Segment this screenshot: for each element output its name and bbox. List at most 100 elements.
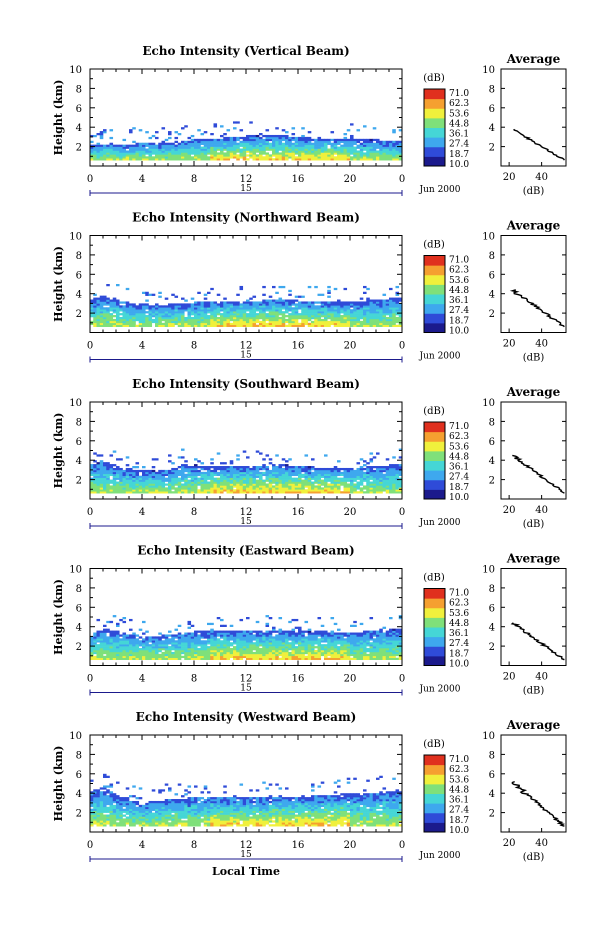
heatmap-cell (142, 149, 146, 151)
heatmap-cell (334, 319, 338, 321)
heatmap-cell (311, 315, 315, 317)
heatmap-cell (184, 460, 188, 462)
heatmap-cell (214, 305, 218, 307)
heatmap-cell (106, 323, 110, 325)
heatmap-cell (318, 307, 322, 309)
heatmap-cell (379, 307, 383, 309)
heatmap-cell (376, 139, 380, 141)
heatmap-cell (132, 474, 136, 476)
heatmap-cell (275, 489, 279, 491)
heatmap-cell (243, 158, 247, 160)
heatmap-cell (386, 311, 390, 313)
heatmap-cell (106, 476, 110, 478)
heatmap-cell (233, 466, 237, 468)
heatmap-cell (259, 478, 263, 480)
heatmap-cell (272, 301, 276, 303)
heatmap-cell (266, 480, 270, 482)
heatmap-cell (305, 482, 309, 484)
heatmap-cell (214, 325, 218, 327)
heatmap-cell (191, 634, 195, 636)
heatmap-cell (379, 303, 383, 305)
heatmap-cell (197, 491, 201, 493)
heatmap-cell (269, 489, 273, 491)
heatmap-cell (288, 307, 292, 309)
heatmap-cell (142, 315, 146, 317)
heatmap-cell (279, 642, 283, 644)
heatmap-cell (220, 654, 224, 656)
heatmap-cell (227, 468, 231, 470)
heatmap-cell (152, 482, 156, 484)
heatmap-cell (292, 646, 296, 648)
heatmap-cell (97, 301, 101, 303)
heatmap-cell (275, 141, 279, 143)
heatmap-cell (152, 483, 156, 485)
heatmap-cell (207, 633, 211, 635)
heatmap-cell (357, 485, 361, 487)
heatmap-cell (171, 303, 175, 305)
heatmap-cell (301, 325, 305, 327)
heatmap-cell (311, 468, 315, 470)
heatmap-cell (90, 474, 94, 476)
heatmap-cell (373, 147, 377, 149)
heatmap-cell (184, 634, 188, 636)
heatmap-cell (282, 137, 286, 139)
heatmap-cell (227, 480, 231, 482)
heatmap-cell (275, 631, 279, 633)
heatmap-cell (259, 476, 263, 478)
heatmap-cell (214, 150, 218, 152)
heatmap-cell (158, 156, 162, 158)
heatmap-cell (240, 472, 244, 474)
heatmap-cell (201, 149, 205, 151)
x-tick-label: 8 (191, 174, 197, 185)
heatmap-cell (100, 640, 104, 642)
heatmap-cell (223, 147, 227, 149)
y-axis-label: Height (km) (52, 246, 65, 322)
heatmap-cell (129, 476, 133, 478)
heatmap-cell (223, 478, 227, 480)
heatmap-cell (142, 648, 146, 650)
heatmap-cell (376, 478, 380, 480)
heatmap-cell (396, 491, 400, 493)
heatmap-cell (132, 491, 136, 493)
heatmap-cell (324, 476, 328, 478)
heatmap-cell (184, 485, 188, 487)
heatmap-cell (106, 321, 110, 323)
heatmap-cell (308, 137, 312, 139)
heatmap-cell (214, 634, 218, 636)
heatmap-cell (288, 478, 292, 480)
heatmap-cell (214, 489, 218, 491)
heatmap-cell (116, 654, 120, 656)
heatmap-cell (136, 147, 140, 149)
heatmap-cell (197, 305, 201, 307)
heatmap-cell (366, 474, 370, 476)
heatmap-cell (155, 315, 159, 317)
heatmap-cell (324, 145, 328, 147)
heatmap-cell (129, 321, 133, 323)
heatmap-cell (106, 317, 110, 319)
heatmap-cell (126, 483, 130, 485)
colorbar-tick-label: 10.0 (449, 327, 469, 337)
heatmap-cell (197, 319, 201, 321)
heatmap-cell (311, 311, 315, 313)
heatmap-cell (165, 648, 169, 650)
heatmap-cell (298, 317, 302, 319)
heatmap-cell (249, 319, 253, 321)
heatmap-cell (272, 491, 276, 493)
heatmap-cell (275, 323, 279, 325)
heatmap-cell (305, 143, 309, 145)
heatmap-cell (266, 489, 270, 491)
heatmap-cell (188, 145, 192, 147)
heatmap-cell (162, 491, 166, 493)
heatmap-cell (142, 480, 146, 482)
heatmap-cell (243, 150, 247, 152)
heatmap-cell (223, 631, 227, 633)
heatmap-cell (240, 325, 244, 327)
heatmap-cell (337, 325, 341, 327)
heatmap-cell (162, 644, 166, 646)
heatmap-cell (129, 470, 133, 472)
heatmap-cell (97, 311, 101, 313)
heatmap-cell (350, 489, 354, 491)
heatmap-cell (340, 301, 344, 303)
heatmap-cell (113, 303, 117, 305)
heatmap-cell (103, 644, 107, 646)
